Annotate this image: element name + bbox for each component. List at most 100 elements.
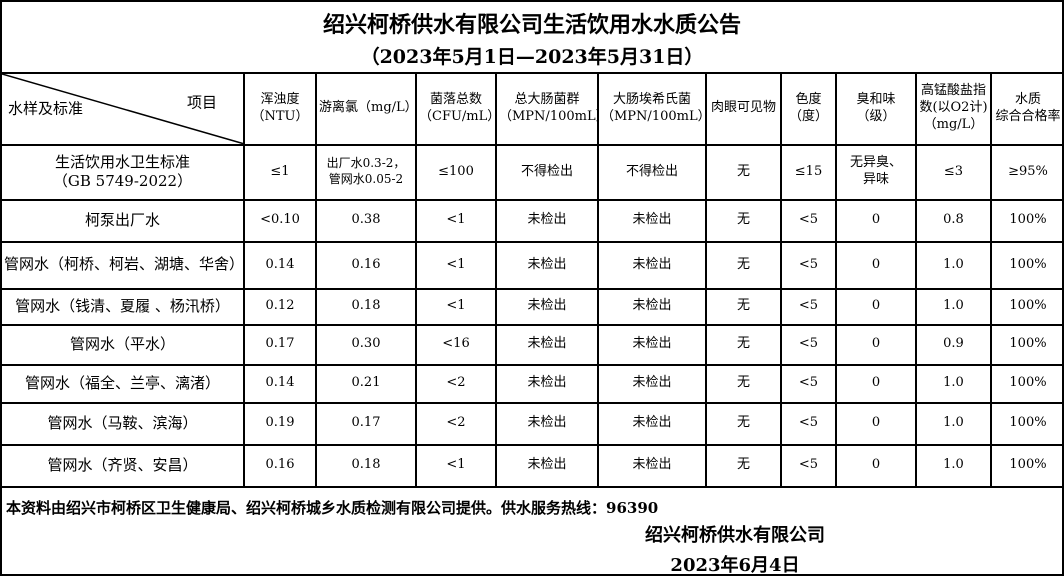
table-row: 管网水（马鞍、滨海） 0.19 0.17 <2 未检出 未检出无 <5 0 1.0 100% [0,401,1064,446]
table-row: 管网水（齐贤、安昌） 0.16 0.18 <1 未检出 未检出无 <5 0 1.0 100% [0,443,1064,488]
value-cell: 100% [990,287,1064,326]
water-quality-table: 项目 水样及标准 浑浊度 （NTU） 游离氯（mg/L） 菌落总数 （CFU/mL）… [0,72,1064,488]
value-cell: <5 [780,323,837,366]
value-cell: 无 [705,323,782,366]
value-cell: 0.18 [315,443,417,488]
value-cell: 0 [835,401,917,446]
value-cell: 无 [705,240,782,290]
value-cell: ≥95% [990,143,1064,201]
value-cell: 1.0 [915,401,992,446]
row-label: 管网水（平水） [0,323,245,366]
value-cell: 100% [990,363,1064,404]
value-cell: 0.38 [315,198,417,243]
column-header: 游离氯（mg/L） [315,72,417,146]
value-cell: 0 [835,198,917,243]
value-cell: 无 [705,287,782,326]
value-cell: <16 [415,323,497,366]
value-cell: 0.8 [915,198,992,243]
value-cell: <5 [780,443,837,488]
value-cell: 未检出 [597,323,707,366]
value-cell: 100% [990,323,1064,366]
table-row: 管网水（柯桥、柯岩、湖塘、华舍） 0.14 0.16 <1 未检出 未检出无 <5 0 1.0 1… [0,240,1064,290]
value-cell: 未检出 [597,363,707,404]
diagonal-line-icon [3,74,242,143]
value-cell: <5 [780,240,837,290]
value-cell: ≤1 [243,143,317,201]
value-cell: 无 [705,401,782,446]
table-row: 生活饮用水卫生标准 （GB 5749-2022） ≤1 出厂水0.3-2， 管网水0… [0,143,1064,201]
value-cell: <5 [780,363,837,404]
signature-date: 2023年6月4日 [670,554,800,576]
table-body: 生活饮用水卫生标准 （GB 5749-2022） ≤1 出厂水0.3-2， 管网水0… [0,143,1064,488]
row-label: 管网水（马鞍、滨海） [0,401,245,446]
column-header: 浑浊度 （NTU） [243,72,317,146]
table-row: 管网水（钱清、夏履 、杨汛桥） 0.12 0.18 <1 未检出 未检出无 <5 0 1.0 10… [0,287,1064,326]
table-row: 管网水（平水） 0.17 0.30 <16 未检出 未检出无 <5 0 0.9 100% [0,323,1064,366]
value-cell: 0.16 [243,443,317,488]
value-cell: 0.30 [315,323,417,366]
value-cell: 不得检出 [495,143,599,201]
value-cell: 100% [990,198,1064,243]
value-cell: 0 [835,287,917,326]
value-cell: <5 [780,198,837,243]
value-cell: <0.10 [243,198,317,243]
value-cell: <1 [415,240,497,290]
value-cell: <2 [415,363,497,404]
value-cell: 未检出 [495,363,599,404]
value-cell: 1.0 [915,443,992,488]
column-header: 臭和味 （级） [835,72,917,146]
value-cell: 无 [705,363,782,404]
value-cell: 0 [835,443,917,488]
value-cell: <1 [415,287,497,326]
column-header: 大肠埃希氏菌 （MPN/100mL） [597,72,707,146]
value-cell: 未检出 [597,287,707,326]
value-cell: 100% [990,401,1064,446]
row-label: 管网水（福全、兰亭、漓渚） [0,363,245,404]
value-cell: 无 [705,143,782,201]
row-label: 生活饮用水卫生标准 （GB 5749-2022） [0,143,245,201]
signature-block: 绍兴柯桥供水有限公司 2023年6月4日 [545,520,925,576]
table-row: 柯泵出厂水 <0.10 0.38 <1 未检出 未检出无 <5 0 0.8 100% [0,198,1064,243]
value-cell: 100% [990,240,1064,290]
value-cell: 0.17 [315,401,417,446]
value-cell: 不得检出 [597,143,707,201]
value-cell: ≤3 [915,143,992,201]
corner-item-label: 项目 [186,93,217,112]
column-header: 高锰酸盐指 数(以O2计) （mg/L） [915,72,992,146]
column-header: 肉眼可见物 [705,72,782,146]
value-cell: 0.14 [243,240,317,290]
value-cell: 出厂水0.3-2， 管网水0.05-2 [315,143,417,201]
value-cell: 0 [835,363,917,404]
corner-cell: 项目 水样及标准 [0,72,245,146]
value-cell: 未检出 [495,240,599,290]
value-cell: ≤100 [415,143,497,201]
company-signature: 绍兴柯桥供水有限公司 [645,524,825,546]
value-cell: 未检出 [495,198,599,243]
value-cell: 0.12 [243,287,317,326]
value-cell: 0.16 [315,240,417,290]
value-cell: 无 [705,198,782,243]
value-cell: <1 [415,198,497,243]
value-cell: ≤15 [780,143,837,201]
value-cell: <5 [780,401,837,446]
value-cell: 未检出 [495,323,599,366]
value-cell: 1.0 [915,240,992,290]
row-label: 管网水（柯桥、柯岩、湖塘、华舍） [0,240,245,290]
value-cell: <5 [780,287,837,326]
value-cell: 0.21 [315,363,417,404]
value-cell: 无 [705,443,782,488]
value-cell: 0.9 [915,323,992,366]
column-header: 菌落总数 （CFU/mL） [415,72,497,146]
value-cell: 未检出 [597,401,707,446]
value-cell: 未检出 [495,443,599,488]
row-label: 柯泵出厂水 [0,198,245,243]
value-cell: <2 [415,401,497,446]
value-cell: 未检出 [597,198,707,243]
value-cell: 0.19 [243,401,317,446]
value-cell: 0.14 [243,363,317,404]
page-subtitle: （2023年5月1日—2023年5月31日） [360,46,704,68]
value-cell: 0 [835,323,917,366]
value-cell: 无异臭、 异味 [835,143,917,201]
value-cell: 未检出 [597,443,707,488]
